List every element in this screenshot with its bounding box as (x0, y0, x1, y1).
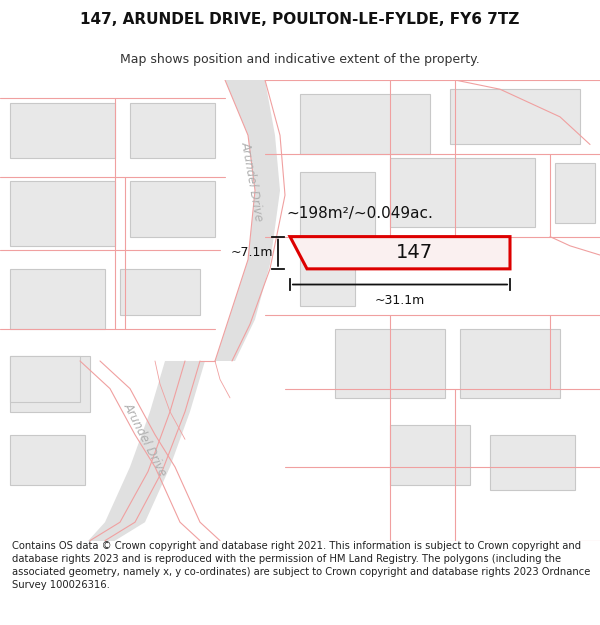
Bar (450, 89, 580, 144)
Bar (555, 163, 595, 222)
Bar (10, 434, 85, 486)
Polygon shape (80, 361, 205, 550)
Bar (130, 103, 215, 158)
Text: Contains OS data © Crown copyright and database right 2021. This information is : Contains OS data © Crown copyright and d… (12, 541, 590, 590)
Bar (460, 329, 560, 398)
Bar (300, 172, 375, 237)
Text: ~7.1m: ~7.1m (230, 246, 273, 259)
Bar (10, 181, 115, 246)
Bar (10, 103, 115, 158)
Bar (490, 434, 575, 490)
Bar (10, 356, 80, 402)
Bar (10, 356, 90, 412)
Bar (390, 158, 535, 228)
Text: Arundel Drive: Arundel Drive (121, 400, 169, 478)
Bar (120, 269, 200, 315)
Text: ~198m²/~0.049ac.: ~198m²/~0.049ac. (287, 206, 433, 221)
Bar (335, 329, 445, 398)
Bar (130, 181, 215, 237)
Text: 147, ARUNDEL DRIVE, POULTON-LE-FYLDE, FY6 7TZ: 147, ARUNDEL DRIVE, POULTON-LE-FYLDE, FY… (80, 12, 520, 28)
Bar (10, 269, 105, 329)
Polygon shape (290, 237, 510, 269)
Polygon shape (215, 80, 280, 361)
Bar (390, 426, 470, 486)
Bar (300, 94, 430, 154)
Bar (300, 255, 355, 306)
Text: Arundel Drive: Arundel Drive (239, 141, 265, 222)
Text: ~31.1m: ~31.1m (375, 294, 425, 307)
Text: 147: 147 (395, 243, 433, 262)
Text: Map shows position and indicative extent of the property.: Map shows position and indicative extent… (120, 54, 480, 66)
